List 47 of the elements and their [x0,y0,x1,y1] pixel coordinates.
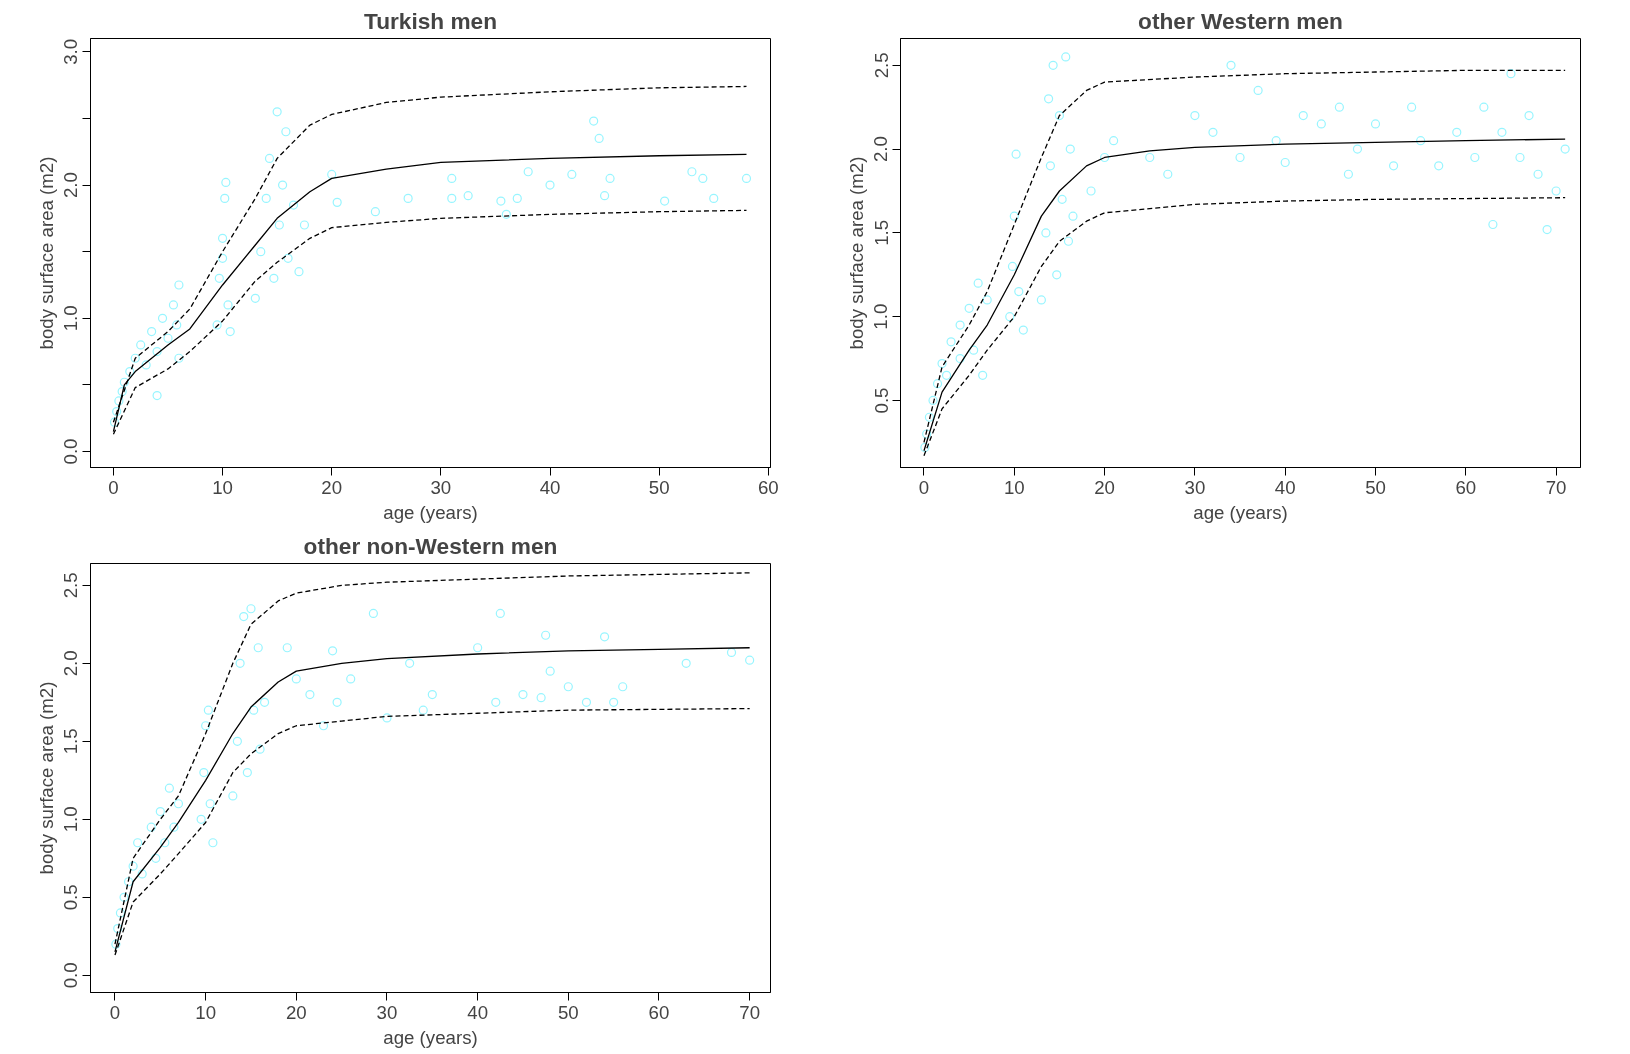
x-axis-title: age (years) [383,501,478,523]
y-tick-label: 2.0 [60,650,82,677]
chart-title: other non-Western men [303,532,558,559]
x-tick-label: 60 [648,1001,670,1023]
chart-title: Turkish men [363,7,498,34]
x-tick-label: 10 [195,1001,217,1023]
x-tick-label: 50 [648,476,670,498]
y-tick-label: 2.5 [60,572,82,599]
y-tick-label: 0.5 [60,884,82,911]
x-tick-label: 20 [1094,476,1115,498]
y-tick-label: 1.0 [60,305,82,332]
y-tick-label: 1.0 [60,806,82,833]
y-axis-title: body surface area (m2) [35,156,57,350]
y-tick-label: 2.0 [870,136,892,163]
x-tick-label: 0 [109,1001,121,1023]
y-axis-title: body surface area (m2) [845,156,867,350]
x-tick-label: 20 [285,1001,307,1023]
chart-title: other Western men [1138,7,1343,34]
y-tick-label: 2.5 [870,52,892,79]
x-tick-label: 70 [739,1001,761,1023]
x-tick-label: 50 [1365,476,1386,498]
y-tick-label: 0.0 [60,438,82,465]
x-tick-label: 70 [1545,476,1567,498]
y-tick-label: 2.0 [60,172,82,199]
x-tick-label: 10 [1003,476,1025,498]
x-tick-label: 40 [467,1001,489,1023]
x-tick-label: 0 [108,476,119,498]
y-tick-label: 1.5 [870,219,892,246]
y-tick-label: 0.0 [60,962,82,989]
y-tick-label: 0.5 [870,387,892,414]
x-tick-label: 20 [321,476,343,498]
y-tick-label: 1.5 [60,728,82,755]
x-axis-title: age (years) [383,1026,478,1048]
x-tick-label: 30 [430,476,452,498]
x-tick-label: 30 [376,1001,398,1023]
x-axis-title: age (years) [1193,501,1288,523]
y-tick-label: 3.0 [60,38,82,65]
x-tick-label: 30 [1184,476,1206,498]
x-tick-label: 40 [539,476,561,498]
x-tick-label: 40 [1274,476,1296,498]
x-tick-label: 0 [918,476,930,498]
x-tick-label: 50 [557,1001,579,1023]
y-tick-label: 1.0 [870,303,892,330]
x-tick-label: 60 [757,476,779,498]
x-tick-label: 60 [1455,476,1477,498]
y-axis-title: body surface area (m2) [35,681,57,875]
x-tick-label: 10 [212,476,233,498]
